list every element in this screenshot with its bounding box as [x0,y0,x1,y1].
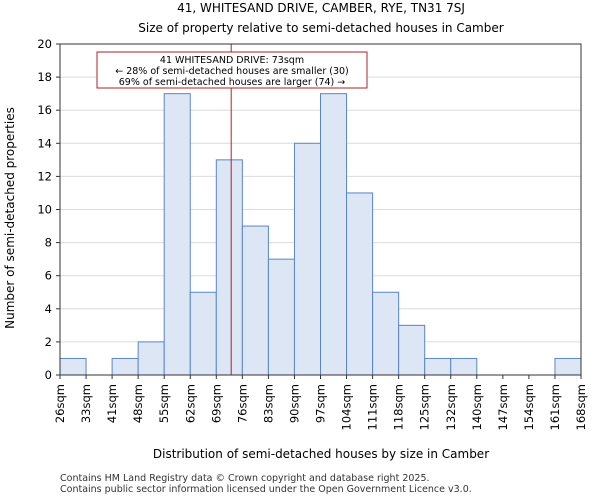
chart-title-line1: 41, WHITESAND DRIVE, CAMBER, RYE, TN31 7… [177,1,465,15]
x-tick-label: 132sqm [444,384,458,430]
x-tick-label: 168sqm [574,384,588,430]
annotation-box-frame [96,51,368,89]
x-tick-label: 62sqm [183,384,197,423]
x-tick-label: 140sqm [470,384,484,430]
y-tick-label: 2 [45,335,52,349]
histogram-bar [554,357,582,376]
histogram-bar [189,291,217,376]
y-tick-label: 4 [45,302,52,316]
annotation-line1: 41 WHITESAND DRIVE: 73sqm [160,55,304,66]
annotation-box: 41 WHITESAND DRIVE: 73sqm ← 28% of semi-… [96,51,368,89]
x-axis-label: Distribution of semi-detached houses by … [153,447,489,461]
x-tick-label: 76sqm [235,384,249,423]
y-tick-label: 0 [45,368,52,382]
x-tick-label: 48sqm [131,384,145,423]
histogram-bar [163,93,191,376]
histogram-bar [137,341,165,376]
histogram-bar [293,142,322,376]
y-tick-label: 14 [37,136,52,150]
histogram-bar [215,159,243,376]
x-tick-label: 154sqm [522,384,536,430]
annotation-line3: 69% of semi-detached houses are larger (… [119,77,346,88]
y-tick-label: 20 [37,37,52,51]
annotation-line2: ← 28% of semi-detached houses are smalle… [115,66,349,77]
footer-line2: Contains public sector information licen… [60,484,472,495]
chart-title-line2: Size of property relative to semi-detach… [138,21,503,35]
x-tick-label: 83sqm [261,384,275,423]
x-tick-label: 161sqm [548,384,562,430]
histogram-bar [59,357,87,376]
x-tick-label: 118sqm [392,384,406,430]
x-tick-label: 104sqm [340,384,354,430]
histogram-bar [450,357,478,376]
x-tick-label: 125sqm [418,384,432,430]
x-tick-label: 69sqm [209,384,223,423]
histogram-bar [346,192,374,376]
histogram-bar [372,291,400,376]
x-tick-label: 26sqm [53,384,67,423]
y-tick-label: 8 [45,236,52,250]
y-tick-label: 12 [37,169,52,183]
y-tick-label: 6 [45,269,52,283]
histogram-bar [424,357,452,376]
histogram-bar [267,258,295,376]
histogram-bar [320,93,348,376]
x-tick-label: 111sqm [366,384,380,430]
x-tick-label: 33sqm [79,384,93,423]
x-tick-label: 147sqm [496,384,510,430]
histogram-bar [241,225,269,376]
footer-line1: Contains HM Land Registry data © Crown c… [60,473,430,484]
y-axis-label: Number of semi-detached properties [3,107,17,329]
y-tick-label: 18 [37,70,52,84]
x-tick-label: 55sqm [157,384,171,423]
y-tick-label: 16 [37,103,52,117]
histogram-bar [398,324,426,376]
x-tick-label: 97sqm [314,384,328,423]
y-tick-label: 10 [37,203,52,217]
x-tick-label: 90sqm [287,384,301,423]
histogram-bar [111,357,139,376]
x-tick-label: 41sqm [105,384,119,423]
